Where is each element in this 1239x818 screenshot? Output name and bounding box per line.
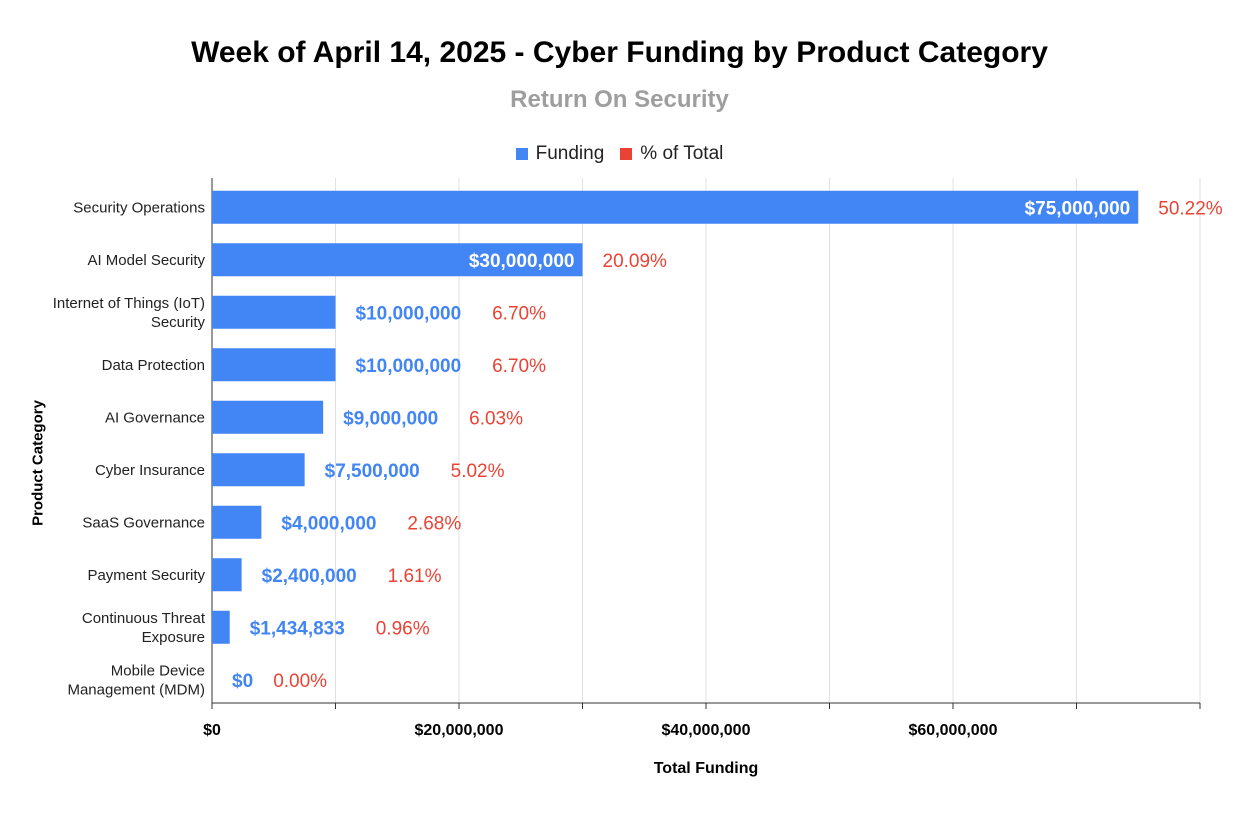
funding-bar xyxy=(212,295,336,329)
percent-label: 6.70% xyxy=(492,356,546,377)
funding-value-label: $10,000,000 xyxy=(356,356,462,377)
x-tick-label: $40,000,000 xyxy=(662,722,751,739)
funding-bar xyxy=(212,505,262,539)
category-label: Payment Security xyxy=(87,567,205,584)
category-label: Data Protection xyxy=(102,357,205,374)
funding-value-label: $2,400,000 xyxy=(262,566,357,587)
percent-label: 6.70% xyxy=(492,303,546,324)
legend-label-percent: % of Total xyxy=(640,143,724,164)
funding-bar xyxy=(212,558,242,592)
x-tick-label: $60,000,000 xyxy=(909,722,998,739)
funding-value-label: $30,000,000 xyxy=(469,251,575,272)
category-label: Cyber Insurance xyxy=(95,462,205,479)
percent-label: 5.02% xyxy=(451,461,505,482)
percent-label: 6.03% xyxy=(469,408,523,429)
category-label: Mobile Device Management (MDM) xyxy=(67,662,205,698)
legend-swatch-funding xyxy=(515,148,528,160)
legend: Funding % of Total xyxy=(0,143,1239,165)
percent-label: 50.22% xyxy=(1158,198,1223,219)
percent-label: 0.00% xyxy=(273,671,327,692)
funding-value-label: $0 xyxy=(232,671,253,692)
funding-value-label: $9,000,000 xyxy=(343,408,438,429)
category-label: SaaS Governance xyxy=(82,514,205,531)
funding-value-label: $10,000,000 xyxy=(356,303,462,324)
category-label: AI Model Security xyxy=(87,252,205,269)
percent-label: 2.68% xyxy=(407,513,461,534)
funding-bar xyxy=(212,190,1139,224)
category-label: AI Governance xyxy=(105,409,205,426)
legend-item-percent: % of Total xyxy=(620,143,723,165)
chart-subtitle: Return On Security xyxy=(510,86,729,113)
x-tick-label: $0 xyxy=(203,722,221,739)
funding-value-label: $1,434,833 xyxy=(250,618,345,639)
funding-value-label: $75,000,000 xyxy=(1025,198,1131,219)
percent-label: 1.61% xyxy=(388,566,442,587)
legend-label-funding: Funding xyxy=(535,143,605,164)
category-label: Continuous Threat Exposure xyxy=(82,610,206,646)
category-label: Security Operations xyxy=(73,199,205,216)
funding-bar xyxy=(212,453,305,487)
x-axis-label: Total Funding xyxy=(653,760,759,777)
legend-item-funding: Funding xyxy=(515,143,605,165)
funding-bar xyxy=(212,243,583,277)
funding-bar xyxy=(212,348,336,382)
funding-bar xyxy=(212,610,230,644)
percent-label: 20.09% xyxy=(603,251,668,272)
funding-value-label: $7,500,000 xyxy=(325,461,420,482)
legend-swatch-percent xyxy=(620,148,633,160)
x-tick-label: $20,000,000 xyxy=(415,722,504,739)
funding-value-label: $4,000,000 xyxy=(281,513,376,534)
percent-label: 0.96% xyxy=(376,618,430,639)
category-label: Internet of Things (IoT) Security xyxy=(53,295,206,331)
chart-title: Week of April 14, 2025 - Cyber Funding b… xyxy=(191,36,1048,69)
funding-bar xyxy=(212,400,324,434)
